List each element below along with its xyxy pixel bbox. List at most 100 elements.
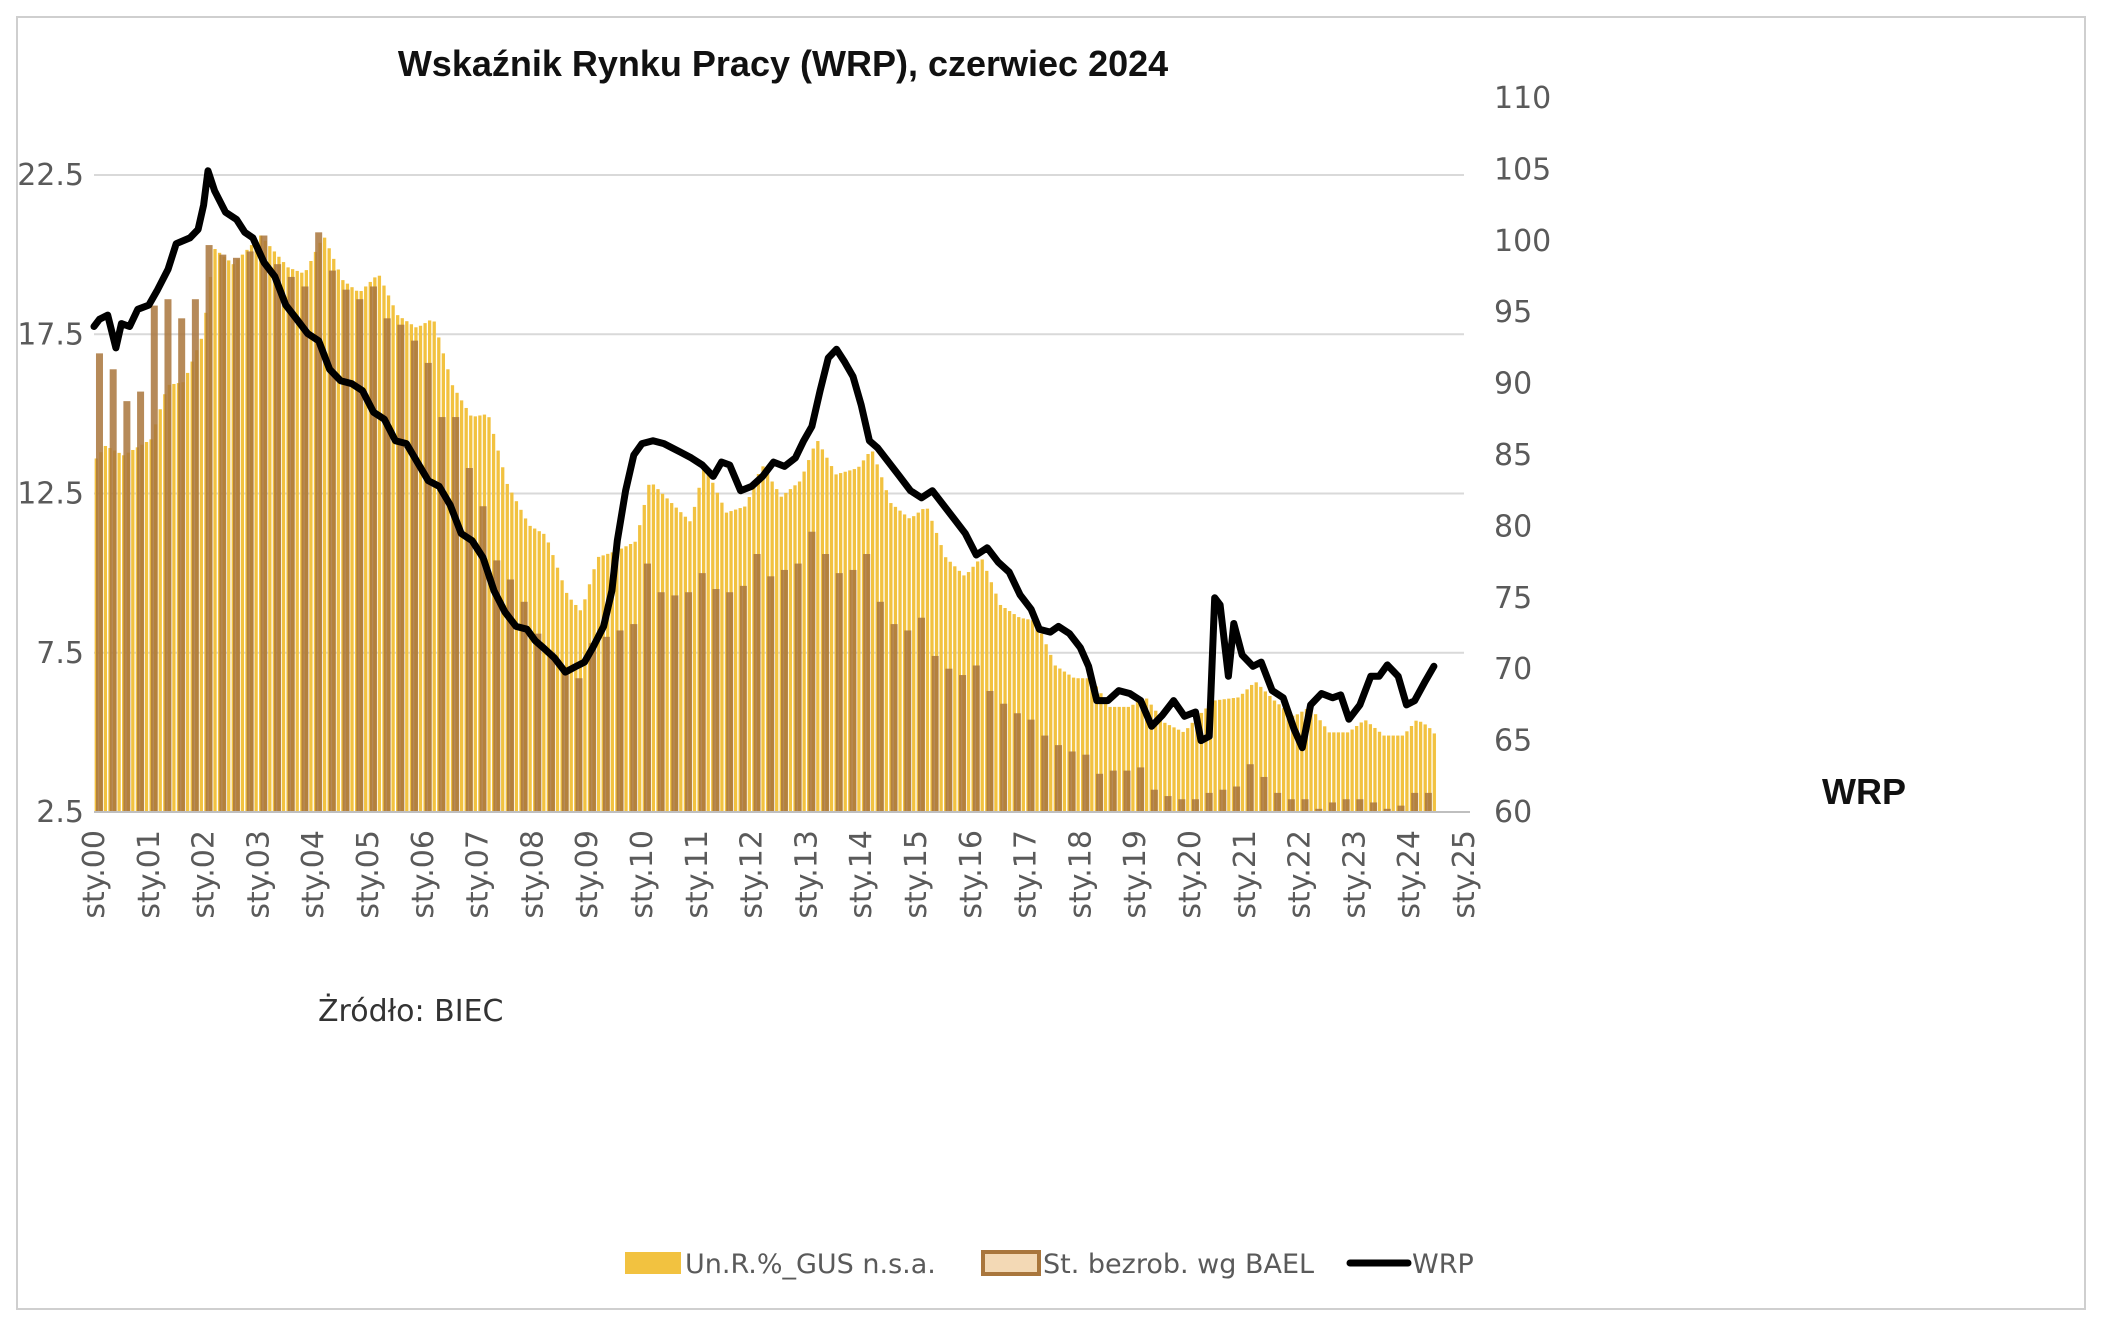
gus-bar (418, 325, 423, 812)
gus-bar (1227, 698, 1231, 812)
gus-bar (1277, 704, 1281, 812)
gus-bar (1135, 702, 1140, 812)
gus-bar (720, 502, 724, 812)
y-left-tick-label: 12.5 (18, 477, 84, 512)
gus-bar (1131, 704, 1135, 812)
x-tick-label: sty.06 (406, 830, 441, 919)
x-tick-label: sty.00 (77, 830, 112, 919)
gus-bar (514, 501, 519, 812)
gus-bar (1039, 633, 1044, 812)
gus-bar (788, 489, 793, 812)
gus-bar (1026, 619, 1030, 812)
gus-bar (1400, 735, 1404, 812)
bael-bar (424, 362, 432, 812)
gus-bar (1313, 714, 1318, 812)
gus-bar (1158, 716, 1162, 812)
y-left-tick-label: 22.5 (18, 158, 84, 193)
bael-bar (835, 573, 843, 812)
gus-bar (1167, 725, 1172, 812)
bael-bar (1383, 808, 1391, 812)
chart-title: Wskaźnik Rynku Pracy (WRP), czerwiec 202… (398, 43, 1168, 84)
bael-bar (1246, 764, 1254, 812)
bael-bar (616, 630, 624, 812)
gus-bar (596, 556, 601, 812)
gus-bar (295, 270, 299, 812)
x-tick-label: sty.25 (1447, 830, 1482, 919)
gus-bar (843, 471, 847, 812)
gus-bar (1240, 693, 1245, 812)
bael-bar (1123, 770, 1131, 812)
gus-bar (1081, 678, 1085, 812)
y-right-tick-label: 75 (1494, 581, 1532, 616)
bael-bar (1424, 792, 1432, 812)
bael-bar (780, 569, 788, 812)
gus-bar (1423, 724, 1427, 812)
bael-bar (479, 506, 487, 812)
bael-bar (534, 633, 542, 812)
legend-label-wrp: WRP (1412, 1249, 1474, 1280)
gus-bar (322, 237, 327, 813)
gus-bar (446, 369, 450, 812)
bael-bar (1328, 802, 1336, 812)
bael-bar (712, 589, 720, 812)
bael-bar (1287, 799, 1295, 812)
gus-bar (281, 262, 286, 813)
bael-bar (1027, 719, 1035, 812)
gus-bar (912, 516, 916, 812)
bael-bar (164, 299, 172, 813)
bael-bar (630, 624, 638, 812)
gus-bar (1067, 674, 1071, 812)
y-right-tick-label: 80 (1494, 509, 1532, 544)
gus-bar (405, 321, 409, 812)
gus-bar (665, 498, 669, 812)
bael-bar (767, 576, 775, 812)
bael-bar (342, 289, 350, 812)
bael-bar (1397, 805, 1405, 812)
bael-bar (205, 245, 213, 812)
bael-bar (287, 276, 295, 812)
gus-bar (1062, 671, 1067, 812)
gus-bar (1355, 726, 1359, 812)
bael-bar (137, 391, 145, 812)
gus-bar (1222, 699, 1226, 812)
gus-bar (1272, 700, 1277, 812)
bael-bar (1013, 713, 1021, 812)
gus-bar (1103, 700, 1108, 812)
y-right-tick-label: 85 (1494, 438, 1532, 473)
gus-bar (144, 442, 149, 812)
gus-bar (1181, 731, 1185, 812)
y-left-tick-label: 2.5 (36, 795, 84, 830)
x-tick-label: sty.16 (954, 830, 989, 919)
gus-bar (213, 249, 217, 813)
bael-bar (1233, 786, 1241, 812)
gus-bar (1007, 611, 1012, 812)
bael-bar (219, 254, 227, 812)
bael-bar (671, 595, 679, 812)
gus-bar (172, 383, 176, 812)
gus-bar (240, 254, 245, 812)
gus-bar (268, 246, 272, 813)
gus-bar (679, 512, 683, 812)
gus-bar (1259, 686, 1263, 812)
bael-bar (904, 630, 912, 812)
legend-swatch-bael (981, 1250, 1041, 1276)
gus-bar (1195, 717, 1199, 812)
bael-bar (328, 270, 336, 812)
x-axis-ticks: sty.00 sty.01 sty.02 sty.03 sty.04 sty.05 sty.… (77, 830, 1482, 919)
x-tick-label: sty.01 (132, 830, 167, 919)
bael-bar (438, 417, 446, 812)
gus-bar (1291, 715, 1295, 812)
gus-bar (1204, 708, 1208, 812)
y-right-tick-label: 70 (1494, 652, 1532, 687)
bael-bar (1219, 789, 1227, 812)
x-tick-label: sty.05 (351, 830, 386, 919)
gus-bar (624, 546, 628, 812)
bael-bar (232, 257, 240, 812)
gus-bar (1409, 726, 1414, 812)
bael-bar (1301, 799, 1309, 812)
x-tick-label: sty.11 (680, 830, 715, 919)
bael-bar (698, 573, 706, 812)
bael-bar (452, 417, 460, 812)
gus-bar (501, 467, 505, 812)
gus-bar (761, 466, 765, 812)
